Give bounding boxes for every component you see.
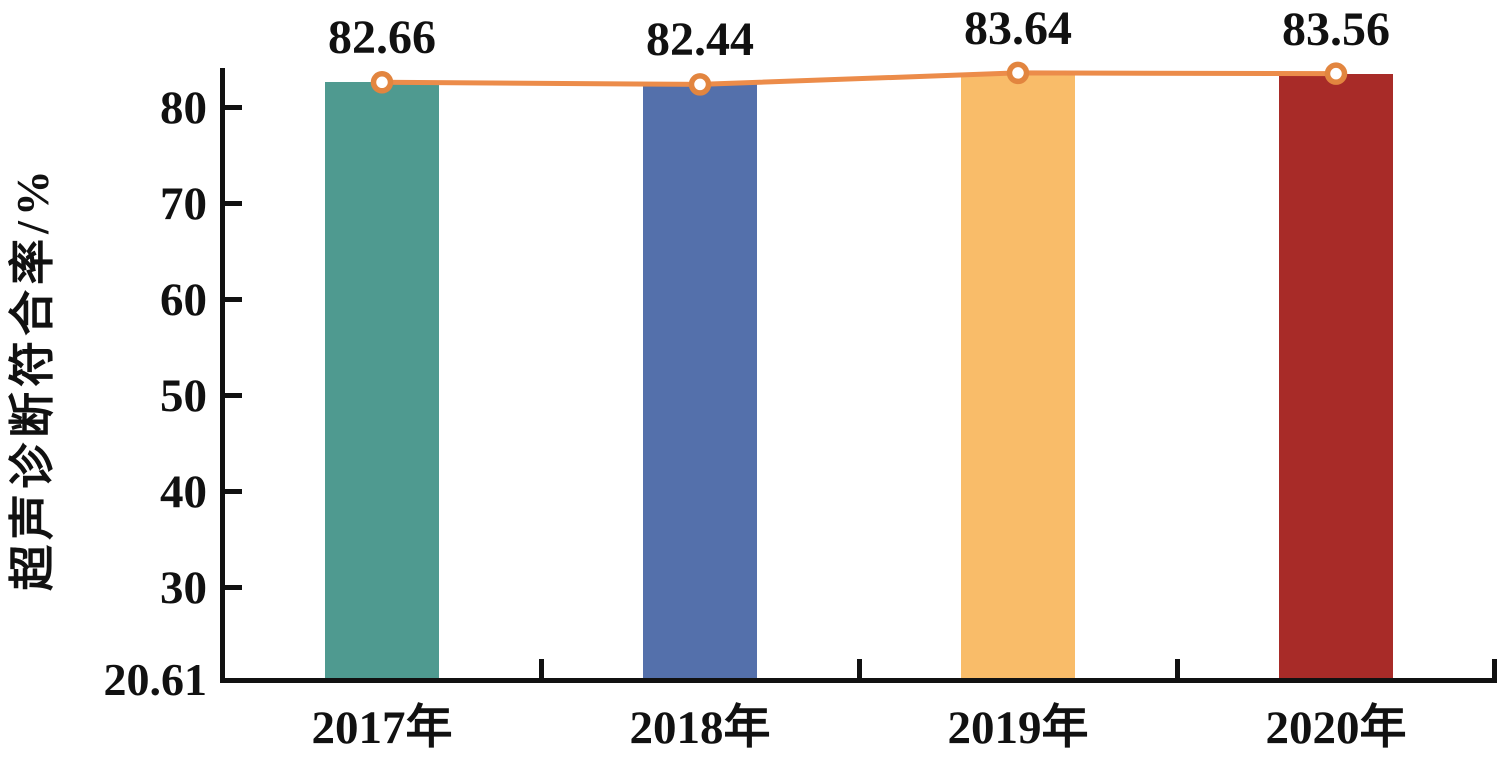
x-category-label-2020年: 2020年 [1265, 702, 1407, 754]
y-tick-60 [225, 297, 242, 303]
y-tick-40 [225, 489, 242, 495]
y-tick-label-60: 60 [160, 273, 207, 326]
y-tick-label-40: 40 [160, 465, 207, 518]
x-tick-4 [1492, 659, 1497, 678]
y-tick-50 [225, 393, 242, 399]
x-category-label-2019年: 2019年 [947, 702, 1089, 754]
x-tick-3 [1174, 659, 1180, 678]
y-tick-label-70: 70 [160, 177, 207, 230]
bar-2018年 [643, 84, 757, 683]
y-tick-70 [225, 201, 242, 207]
x-axis-line [220, 678, 1497, 683]
bar-value-label-2018年: 82.44 [646, 13, 754, 67]
bar-value-label-2019年: 83.64 [964, 1, 1072, 55]
x-tick-2 [856, 659, 862, 678]
y-axis-title: 超声诊断符合率/% [7, 165, 58, 591]
y-axis-origin-label: 20.61 [103, 654, 208, 705]
x-tick-1 [538, 659, 544, 678]
y-axis-line [220, 68, 225, 683]
y-tick-label-50: 50 [160, 369, 207, 422]
y-tick-80 [225, 105, 242, 111]
y-tick-label-80: 80 [160, 81, 207, 134]
x-category-label-2017年: 2017年 [311, 702, 453, 754]
bar-value-label-2017年: 82.66 [328, 11, 436, 65]
bar-2020年 [1279, 73, 1393, 683]
bar-2019年 [961, 72, 1075, 683]
y-tick-label-30: 30 [160, 561, 207, 614]
y-tick-30 [225, 585, 242, 591]
x-category-label-2018年: 2018年 [629, 702, 771, 754]
trend-line [381, 70, 1337, 87]
bar-2017年 [325, 82, 439, 683]
bar-value-label-2020年: 83.56 [1282, 2, 1390, 56]
